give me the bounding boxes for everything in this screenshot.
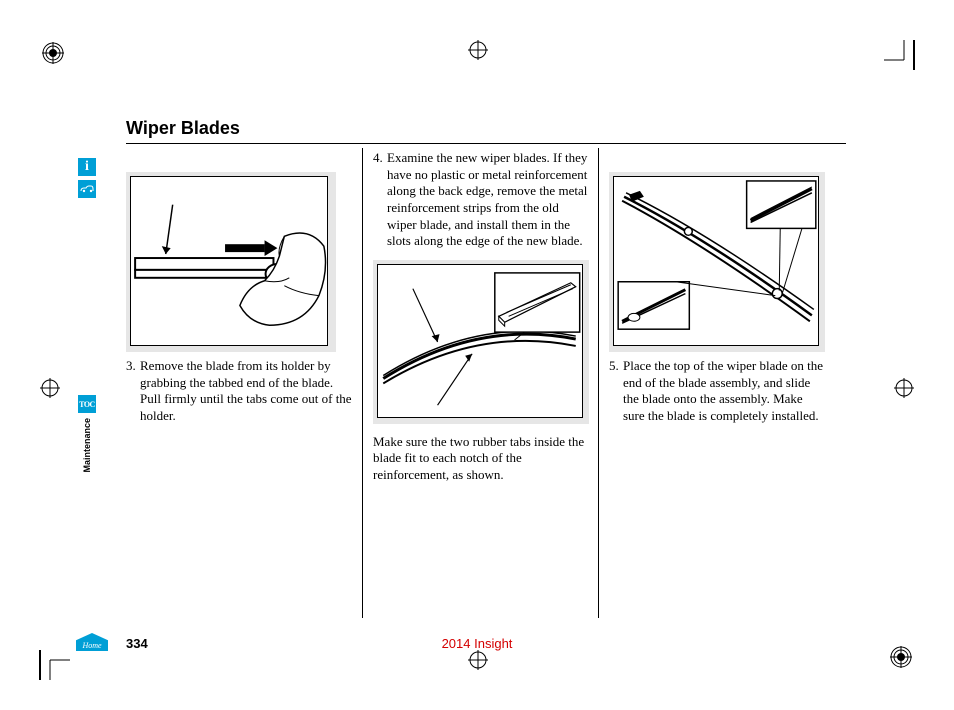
step3-text: Remove the blade from its holder by grab… [140, 358, 354, 425]
page-title: Wiper Blades [126, 118, 846, 139]
car-badge[interactable] [78, 180, 96, 198]
section-label: Maintenance [82, 418, 92, 473]
crop-top-right [884, 40, 924, 70]
footer-model: 2014 Insight [0, 636, 954, 651]
info-badge[interactable]: i [78, 158, 96, 176]
column-1: BLADE [126, 148, 362, 618]
reg-mark-top-left [42, 42, 64, 64]
crosshair-right [894, 378, 914, 398]
step-3: 3. Remove the blade from its holder by g… [126, 358, 354, 425]
crosshair-left [40, 378, 60, 398]
toc-badge[interactable]: TOC [78, 395, 96, 413]
step-5: 5. Place the top of the wiper blade on t… [609, 358, 826, 425]
step5-text: Place the top of the wiper blade on the … [623, 358, 826, 425]
figure-reinforcement: BLADE REINFORCEMENT [373, 260, 589, 424]
step-4: 4. Examine the new wiper blades. If they… [373, 150, 590, 250]
title-rule [126, 143, 846, 144]
column-2: 4. Examine the new wiper blades. If they… [362, 148, 598, 618]
step5-num: 5. [609, 358, 623, 425]
crosshair-bottom [468, 650, 488, 670]
step3-num: 3. [126, 358, 140, 425]
step4-num: 4. [373, 150, 387, 250]
content-area: Wiper Blades BLADE [126, 118, 846, 638]
figure-blade-hand: BLADE [126, 172, 336, 352]
step4-text: Examine the new wiper blades. If they ha… [387, 150, 590, 250]
crosshair-top [468, 40, 488, 60]
column-3: 5. Place the top of the wiper blade on t… [598, 148, 834, 618]
col2-para: Make sure the two rubber tabs inside the… [373, 434, 590, 484]
figure-assembly [609, 172, 825, 352]
